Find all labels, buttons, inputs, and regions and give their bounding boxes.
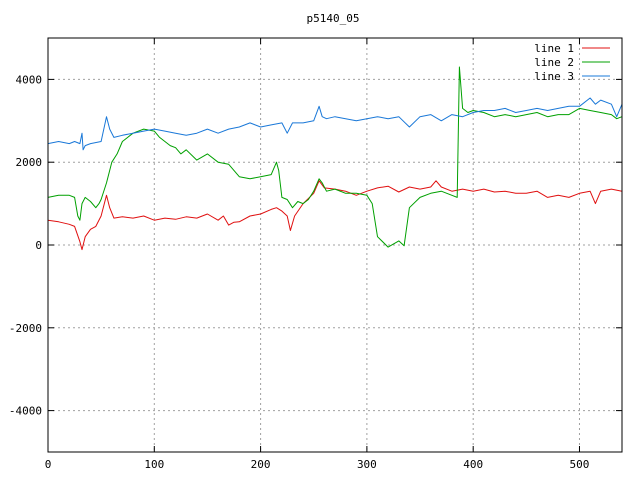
x-tick-label: 500: [570, 458, 590, 471]
grid-layer: [47, 38, 622, 452]
x-tick-label: 200: [251, 458, 271, 471]
x-tick-label: 100: [144, 458, 164, 471]
series-line-1: [47, 180, 623, 251]
y-tick-label: -2000: [9, 322, 42, 335]
y-tick-label: 0: [35, 239, 42, 252]
series-layer: [47, 66, 623, 251]
y-tick-label: -4000: [9, 405, 42, 418]
chart-title: p5140_05: [307, 12, 360, 25]
x-tick-label: 300: [357, 458, 377, 471]
y-tick-label: 2000: [16, 156, 43, 169]
legend-label: line 2: [534, 56, 574, 69]
legend-label: line 3: [534, 70, 574, 83]
series-line-2: [47, 66, 623, 248]
y-tick-label: 4000: [16, 73, 43, 86]
x-tick-label: 400: [463, 458, 483, 471]
legend-label: line 1: [534, 42, 574, 55]
series-line-3: [47, 97, 623, 151]
tick-layer: 0 100 200 300 400 500 -4000 -2000 0 2000 4000: [9, 38, 622, 471]
x-tick-label: 0: [45, 458, 52, 471]
